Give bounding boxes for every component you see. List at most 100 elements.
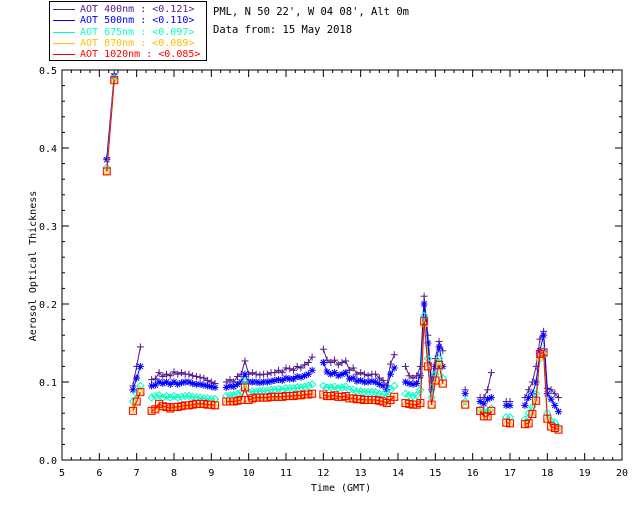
data-point: [170, 378, 178, 386]
data-point: [461, 390, 469, 398]
data-point: [364, 372, 372, 380]
data-point: [166, 372, 174, 380]
data-point: [334, 361, 342, 369]
legend-swatch: [53, 54, 75, 56]
data-point: [110, 76, 119, 85]
data-point: [281, 384, 291, 393]
data-point: [551, 390, 559, 398]
data-point: [147, 393, 156, 402]
data-point: [151, 375, 159, 383]
legend-label: AOT 675nm : <0.097>: [80, 26, 195, 38]
data-point: [163, 370, 171, 378]
data-point: [390, 364, 398, 372]
data-point: [390, 392, 399, 401]
data-point: [240, 383, 249, 392]
data-point: [252, 370, 260, 378]
data-point: [323, 356, 331, 364]
y-tick-label: 0.3: [39, 222, 57, 233]
series-line: [524, 351, 559, 431]
data-series: [102, 70, 563, 434]
data-point: [323, 368, 331, 376]
data-point: [416, 399, 425, 408]
legend-label: AOT 870nm : <0.089>: [80, 37, 195, 49]
data-point: [132, 397, 141, 406]
data-point: [506, 419, 514, 428]
data-point: [177, 392, 186, 402]
data-point: [487, 394, 495, 402]
data-point: [271, 369, 279, 377]
x-tick-label: 18: [541, 468, 553, 479]
series-5: [102, 76, 563, 434]
data-point: [551, 401, 559, 409]
data-point: [196, 373, 204, 381]
data-point: [292, 383, 302, 392]
data-point: [390, 351, 398, 359]
data-point: [525, 386, 533, 394]
data-point: [278, 369, 286, 377]
data-point: [427, 400, 436, 409]
x-tick-label: 10: [243, 468, 255, 479]
data-point: [308, 353, 316, 361]
legend-swatch: [53, 20, 75, 22]
data-point: [484, 386, 492, 394]
data-point: [128, 404, 138, 413]
data-point: [412, 391, 421, 400]
data-point: [532, 396, 541, 405]
data-point: [430, 377, 440, 386]
data-point: [408, 391, 418, 401]
legend-swatch: [53, 31, 75, 33]
data-point: [375, 374, 383, 382]
data-point: [136, 381, 145, 391]
data-point: [170, 368, 178, 376]
data-point: [263, 370, 271, 378]
data-point: [177, 369, 185, 377]
series-line: [405, 321, 444, 406]
data-point: [555, 408, 563, 416]
data-point: [192, 373, 200, 381]
data-point: [173, 393, 182, 402]
x-tick-label: 17: [504, 468, 516, 479]
data-point: [102, 167, 111, 176]
y-tick-label: 0.1: [39, 378, 57, 389]
data-point: [286, 365, 294, 373]
data-point: [480, 400, 488, 408]
data-point: [372, 370, 380, 378]
x-tick-label: 6: [96, 468, 102, 479]
data-point: [163, 378, 171, 386]
data-point: [319, 359, 327, 366]
series-line: [479, 410, 492, 417]
x-axis-label: Time (GMT): [311, 483, 371, 494]
legend-swatch: [53, 9, 75, 10]
data-point: [543, 390, 551, 398]
data-point: [435, 360, 444, 369]
data-point: [521, 401, 529, 409]
data-point: [487, 406, 496, 415]
data-point: [200, 374, 208, 382]
x-tick-label: 5: [59, 468, 65, 479]
data-point: [416, 372, 424, 380]
x-tick-label: 8: [171, 468, 177, 479]
series-line: [106, 80, 115, 172]
data-point: [304, 381, 313, 391]
data-point: [307, 380, 317, 389]
data-point: [241, 370, 249, 378]
data-point: [528, 409, 537, 418]
data-point: [420, 300, 428, 308]
data-point: [506, 401, 514, 409]
data-point: [554, 425, 563, 434]
data-point: [555, 394, 563, 402]
data-point: [132, 396, 142, 405]
y-tick-label: 0.0: [39, 456, 57, 467]
x-tick-label: 13: [355, 468, 367, 479]
data-point: [278, 376, 286, 384]
data-point: [166, 380, 174, 388]
data-point: [367, 387, 377, 397]
data-point: [308, 366, 316, 374]
data-point: [439, 347, 447, 355]
x-tick-label: 16: [467, 468, 479, 479]
data-point: [353, 370, 361, 378]
data-point: [282, 364, 290, 372]
legend-label: AOT 400nm : <0.121>: [80, 4, 195, 15]
data-point: [420, 317, 429, 326]
